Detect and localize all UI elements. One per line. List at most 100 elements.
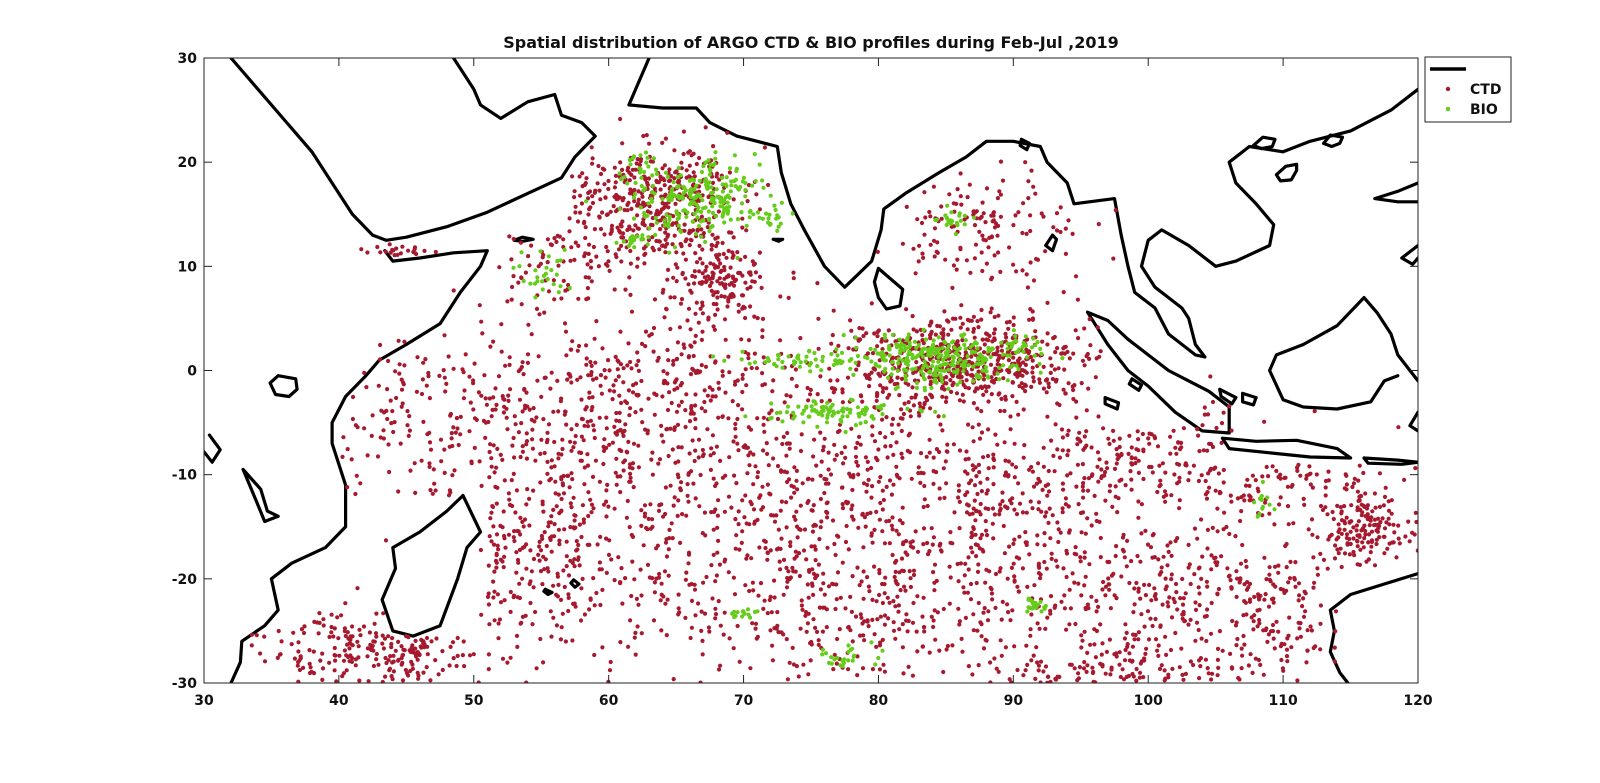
ctd-profile-point <box>296 649 301 654</box>
ctd-profile-point <box>391 669 396 674</box>
ctd-profile-point <box>874 599 879 604</box>
ctd-profile-point <box>389 421 394 426</box>
coastline-segment <box>204 433 222 464</box>
ctd-profile-point <box>1061 487 1066 492</box>
ctd-profile-point <box>585 542 590 547</box>
ctd-profile-point <box>656 355 661 360</box>
ctd-profile-point <box>1228 493 1233 498</box>
bio-profile-point <box>768 193 773 198</box>
ctd-profile-point <box>797 527 802 532</box>
ctd-profile-point <box>1094 518 1099 524</box>
ctd-profile-point <box>358 633 363 638</box>
ctd-profile-point <box>1285 659 1290 664</box>
ctd-profile-point <box>1318 551 1323 557</box>
ctd-profile-point <box>1007 677 1012 682</box>
ctd-profile-point <box>575 547 580 552</box>
bio-profile-point <box>972 215 977 220</box>
ctd-profile-point <box>604 445 609 450</box>
ctd-profile-point <box>1344 515 1349 520</box>
ctd-profile-point <box>590 156 595 161</box>
ctd-profile-point <box>1205 666 1210 671</box>
ctd-profile-point <box>619 566 624 571</box>
ctd-profile-point <box>681 151 686 157</box>
ctd-profile-point <box>574 422 579 427</box>
ctd-profile-point <box>556 582 561 588</box>
ctd-profile-point <box>1107 582 1112 587</box>
bio-profile-point <box>584 199 589 204</box>
ctd-profile-point <box>957 622 962 627</box>
ctd-profile-point <box>984 261 990 266</box>
ctd-profile-point <box>888 379 893 384</box>
bio-profile-point <box>642 210 647 216</box>
ctd-profile-point <box>645 562 651 568</box>
ctd-profile-point <box>1311 645 1316 651</box>
bio-profile-point <box>724 175 729 180</box>
ctd-profile-point <box>989 234 995 239</box>
ctd-profile-point <box>717 562 723 567</box>
ctd-profile-point <box>903 588 908 593</box>
ctd-profile-point <box>1001 523 1006 529</box>
bio-profile-point <box>907 340 912 345</box>
ctd-profile-point <box>943 257 948 262</box>
ctd-profile-point <box>1057 402 1062 408</box>
coastline-segment <box>1218 387 1238 406</box>
ctd-profile-point <box>1382 494 1388 499</box>
ctd-profile-point <box>778 546 783 552</box>
ctd-profile-point <box>945 318 950 323</box>
ctd-profile-point <box>979 430 985 435</box>
bio-profile-point <box>643 150 649 155</box>
ctd-profile-point <box>987 333 992 339</box>
ctd-profile-point <box>1360 540 1365 545</box>
ctd-profile-point <box>959 636 964 642</box>
ctd-profile-point <box>529 332 534 337</box>
ctd-profile-point <box>528 579 533 584</box>
ctd-profile-point <box>669 400 674 406</box>
bio-profile-point <box>693 231 699 237</box>
ctd-profile-point <box>960 649 965 654</box>
ctd-profile-point <box>1372 491 1377 496</box>
ctd-profile-point <box>805 621 811 626</box>
ctd-profile-point <box>491 395 496 400</box>
ctd-profile-point <box>974 509 979 514</box>
ctd-profile-point <box>995 442 1000 447</box>
ctd-profile-point <box>1079 645 1084 650</box>
ctd-profile-point <box>1209 567 1214 572</box>
ctd-profile-point <box>975 569 981 575</box>
ctd-profile-point <box>722 559 727 564</box>
ctd-profile-point <box>665 371 670 376</box>
ctd-profile-point <box>1180 576 1185 582</box>
ctd-profile-point <box>545 566 550 571</box>
bio-profile-point <box>567 285 572 291</box>
ctd-profile-point <box>798 336 803 341</box>
ctd-profile-point <box>830 518 836 523</box>
ctd-profile-point <box>537 544 542 549</box>
ctd-profile-point <box>551 615 556 620</box>
ctd-profile-point <box>904 612 909 617</box>
ctd-profile-point <box>922 232 927 237</box>
ctd-profile-point <box>1053 422 1058 427</box>
ctd-profile-point <box>380 641 385 646</box>
ctd-profile-point <box>539 394 544 399</box>
ctd-profile-point <box>594 254 599 259</box>
ctd-profile-point <box>1020 510 1025 515</box>
ctd-profile-point <box>860 326 865 331</box>
ctd-profile-point <box>726 570 731 575</box>
ctd-profile-point <box>1164 584 1169 589</box>
ctd-profile-point <box>999 653 1004 658</box>
ctd-profile-point <box>1179 646 1184 651</box>
ctd-profile-point <box>557 538 562 543</box>
ctd-profile-point <box>1062 606 1067 611</box>
ctd-profile-point <box>549 549 554 554</box>
bio-profile-point <box>934 217 940 222</box>
ctd-profile-point <box>1114 461 1119 466</box>
ctd-profile-point <box>1056 527 1061 532</box>
ctd-profile-point <box>1041 464 1046 469</box>
ctd-profile-point <box>616 555 621 560</box>
ctd-profile-point <box>1056 539 1061 545</box>
ctd-profile-point <box>614 482 619 487</box>
ctd-profile-point <box>725 304 730 309</box>
ctd-profile-point <box>683 615 688 621</box>
ctd-profile-point <box>1000 499 1005 504</box>
ctd-profile-point <box>993 221 999 226</box>
